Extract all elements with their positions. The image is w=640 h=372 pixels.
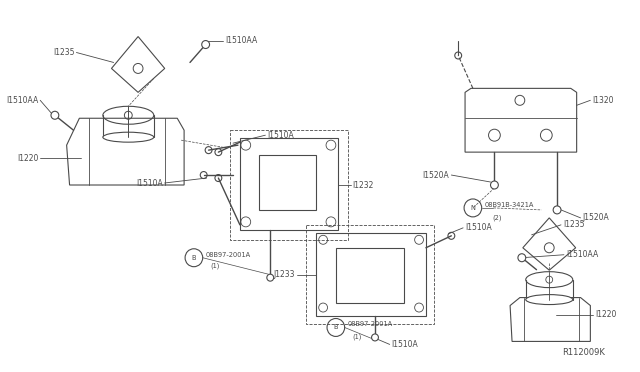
Text: (1): (1)	[211, 263, 220, 269]
Text: I1510A: I1510A	[465, 223, 492, 232]
Circle shape	[490, 181, 499, 189]
Text: (1): (1)	[353, 333, 362, 340]
Bar	[316, 233, 426, 315]
Text: I1235: I1235	[53, 48, 74, 57]
Text: I1510AA: I1510AA	[6, 96, 38, 105]
Text: I1510A: I1510A	[268, 131, 294, 140]
Ellipse shape	[103, 132, 154, 142]
Text: I1510AA: I1510AA	[225, 36, 257, 45]
Text: J1520A: J1520A	[582, 214, 609, 222]
Text: J1233: J1233	[273, 270, 295, 279]
Ellipse shape	[525, 295, 573, 305]
Text: B: B	[333, 324, 338, 330]
Text: 08B91B-3421A: 08B91B-3421A	[484, 202, 534, 208]
Text: 08B97-2001A: 08B97-2001A	[348, 321, 393, 327]
Text: I1510A: I1510A	[136, 179, 163, 187]
Bar	[230, 130, 348, 240]
Text: I1220: I1220	[595, 310, 616, 319]
Bar	[336, 248, 404, 302]
Bar	[259, 155, 316, 210]
Text: I1510A: I1510A	[392, 340, 419, 349]
Bar	[240, 138, 338, 230]
Text: (2): (2)	[492, 215, 502, 221]
Text: N: N	[470, 205, 476, 211]
Circle shape	[51, 111, 59, 119]
Circle shape	[202, 41, 209, 48]
Text: R112009K: R112009K	[562, 348, 605, 357]
Text: B: B	[191, 255, 196, 261]
Text: 08B97-2001A: 08B97-2001A	[205, 252, 251, 258]
Text: I1520A: I1520A	[422, 170, 449, 180]
Circle shape	[372, 334, 378, 341]
Bar	[307, 225, 434, 324]
Text: I1320: I1320	[592, 96, 614, 105]
Text: I1220: I1220	[17, 154, 38, 163]
Text: I1232: I1232	[353, 180, 374, 189]
Circle shape	[267, 274, 274, 281]
Circle shape	[553, 206, 561, 214]
Circle shape	[518, 254, 525, 262]
Text: I1235: I1235	[563, 220, 584, 230]
Text: I1510AA: I1510AA	[566, 250, 598, 259]
